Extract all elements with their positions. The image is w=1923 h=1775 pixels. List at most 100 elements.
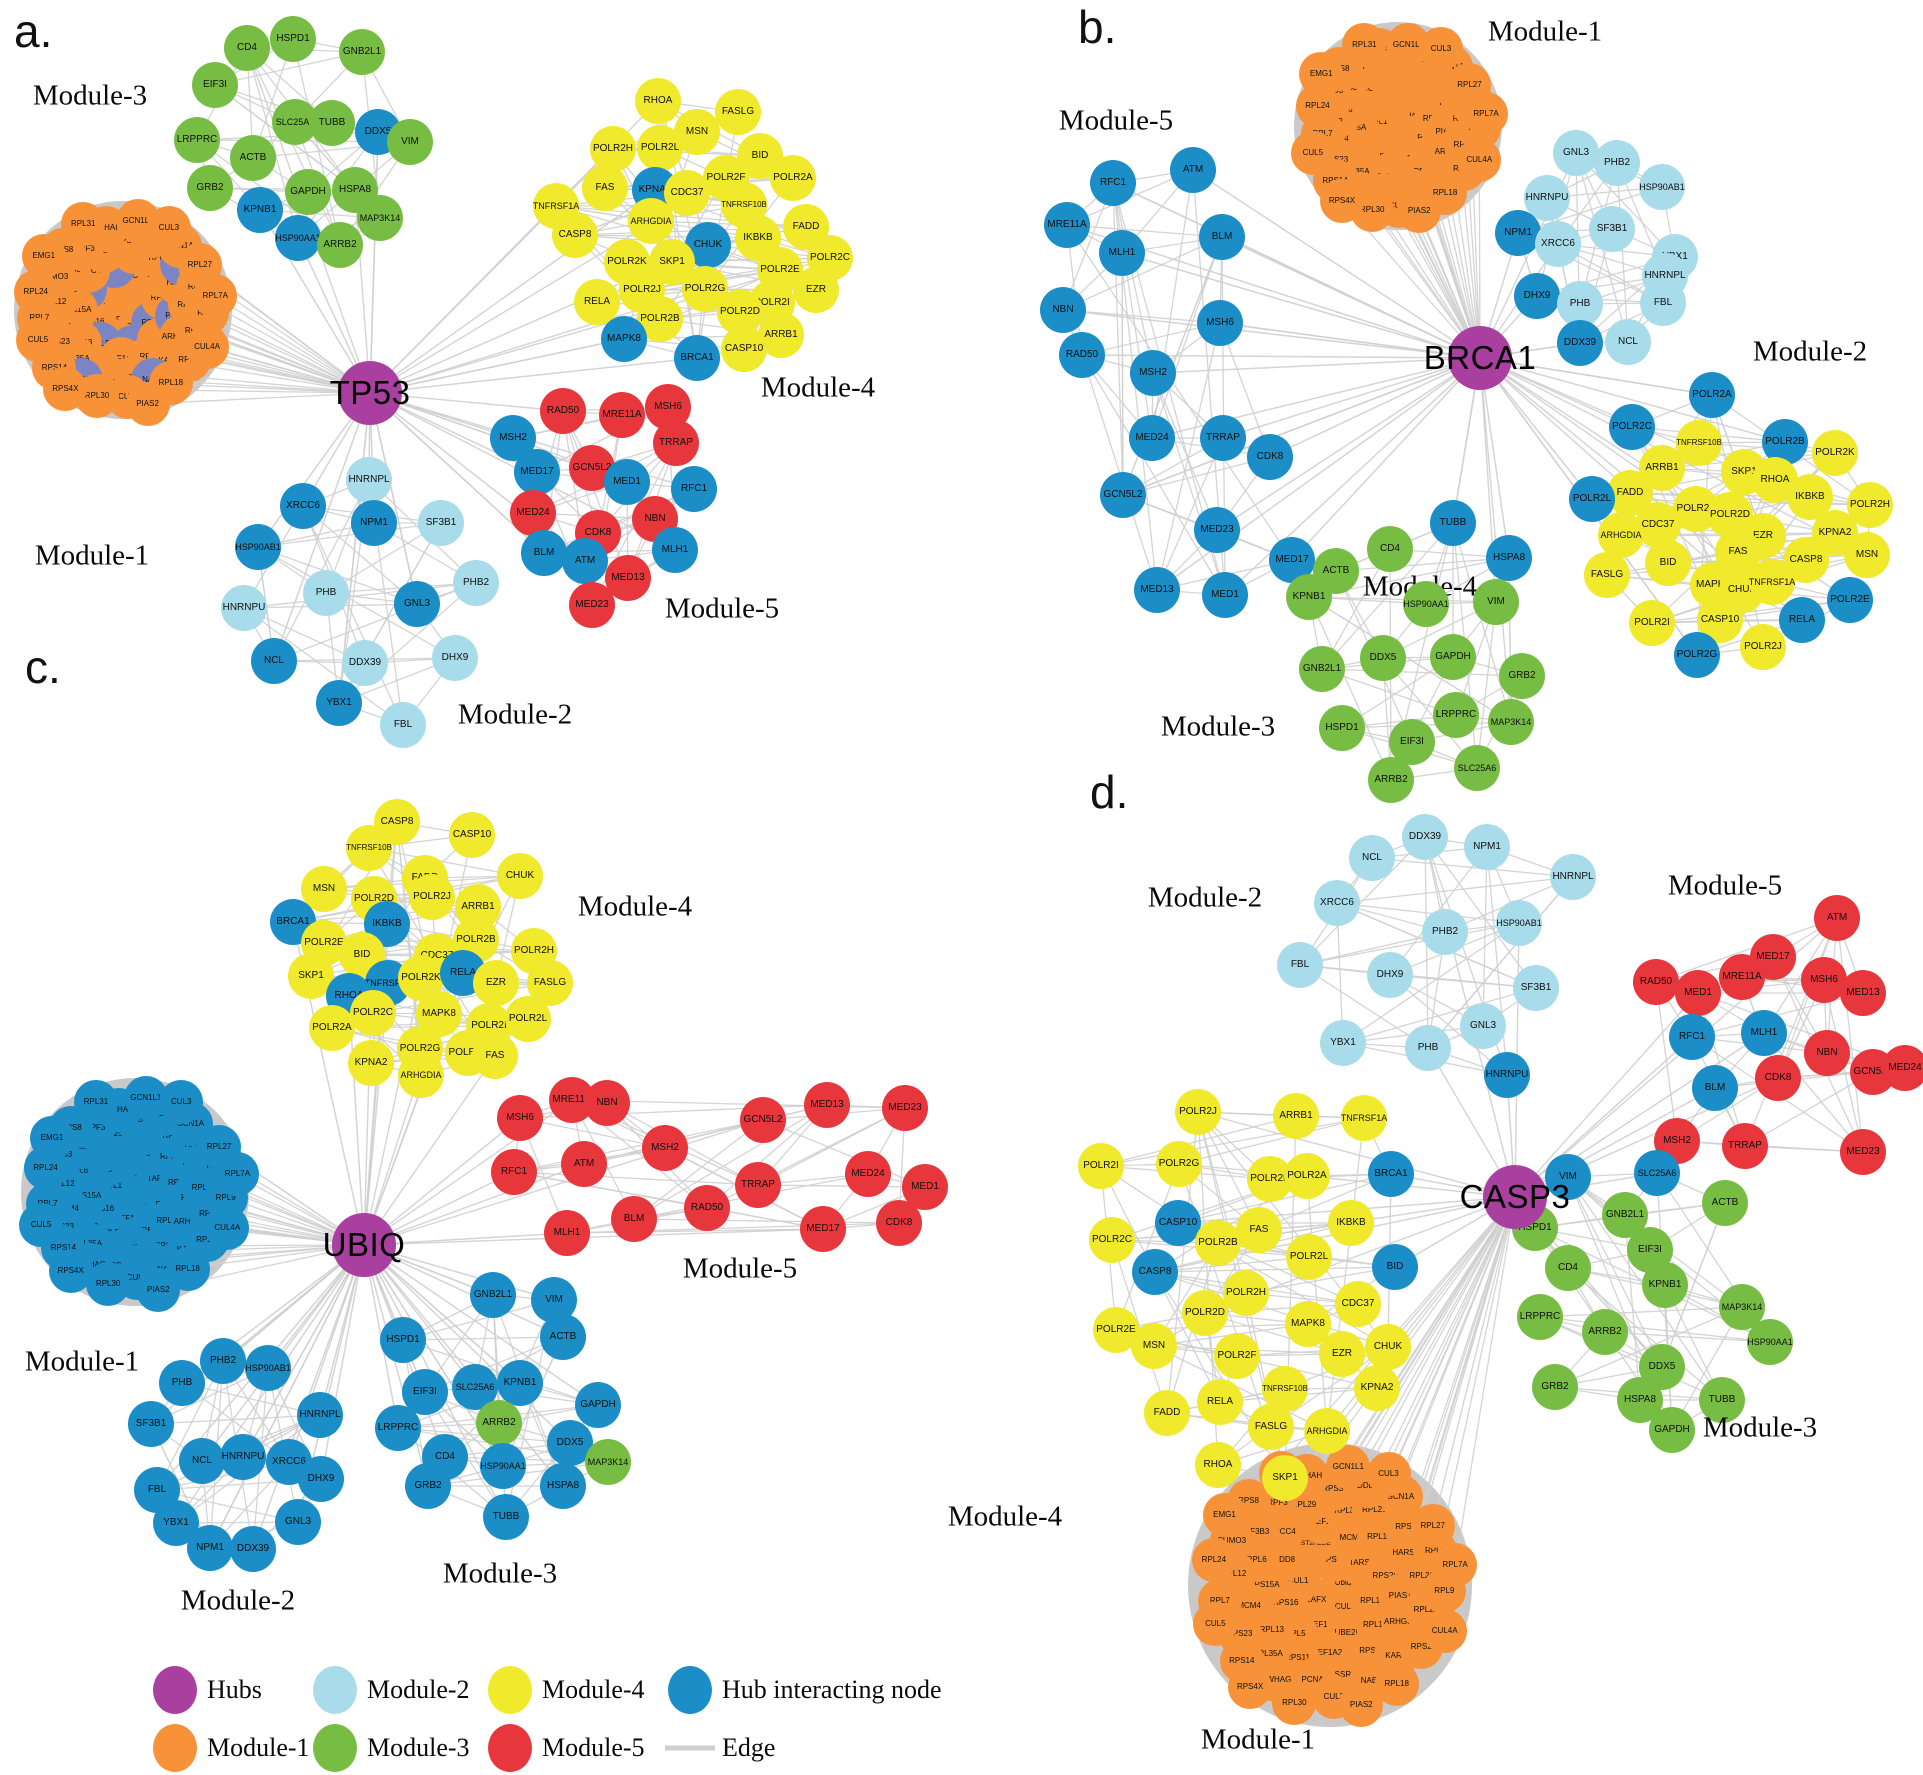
gene-node-phb2: PHB2 bbox=[1422, 909, 1468, 955]
module-label-a-module-2: Module-2 bbox=[457, 698, 573, 731]
gene-node-emg1: EMG1 bbox=[29, 1115, 74, 1160]
gene-node-arrb2: ARRB2 bbox=[1368, 757, 1414, 803]
gene-node-gcn5l2: GCN5L2 bbox=[1100, 472, 1146, 518]
gene-node-fadd: FADD bbox=[1144, 1390, 1190, 1436]
module-label-c-module-3: Module-3 bbox=[442, 1557, 558, 1590]
gene-node-ncl: NCL bbox=[1605, 319, 1651, 365]
gene-node-sf3b1: SF3B1 bbox=[1513, 965, 1559, 1011]
edge bbox=[1479, 357, 1743, 591]
gene-node-sf3b1: SF3B1 bbox=[418, 500, 464, 546]
module-label-c-module-5: Module-5 bbox=[682, 1252, 798, 1285]
edge bbox=[1224, 357, 1481, 596]
gene-node-rfc1: RFC1 bbox=[1090, 160, 1136, 206]
edge bbox=[513, 1119, 764, 1173]
hub-label-tp53: TP53 bbox=[329, 374, 411, 411]
gene-node-polr2c: POLR2C bbox=[350, 990, 396, 1036]
gene-node-arrb2: ARRB2 bbox=[317, 222, 363, 268]
legend-swatch-m1 bbox=[153, 1724, 197, 1772]
edge bbox=[214, 51, 363, 86]
edge bbox=[1299, 931, 1446, 966]
gene-node-hnrnpl: HNRNPL bbox=[297, 1392, 343, 1438]
gene-node-mlh1: MLH1 bbox=[544, 1210, 590, 1256]
edge bbox=[292, 38, 341, 246]
edge bbox=[536, 406, 669, 473]
edge bbox=[1152, 372, 1218, 531]
gene-node-polr2h: POLR2H bbox=[1223, 1270, 1269, 1316]
edge bbox=[147, 392, 371, 405]
gene-node-polr2a: POLR2A bbox=[1284, 1153, 1330, 1199]
edge bbox=[1308, 596, 1512, 723]
gene-node-gnl3: GNL3 bbox=[394, 581, 440, 627]
edge bbox=[1122, 456, 1271, 496]
gene-node-casp10: CASP10 bbox=[721, 326, 767, 372]
gene-node-fbl: FBL bbox=[380, 702, 426, 748]
gene-node-fas: FAS bbox=[582, 165, 628, 211]
legend-label-m1: Module-1 bbox=[207, 1733, 310, 1762]
gene-node-cul3: CUL3 bbox=[146, 205, 191, 250]
gene-node-cd4: CD4 bbox=[1545, 1245, 1591, 1291]
gene-node-lrpprc: LRPPRC bbox=[1517, 1294, 1563, 1340]
gene-node-polr2c: POLR2C bbox=[1609, 404, 1655, 450]
gene-node-med23: MED23 bbox=[1840, 1129, 1886, 1175]
gene-node-med13: MED13 bbox=[804, 1082, 850, 1128]
edge bbox=[363, 1244, 555, 1301]
gene-node-dhx9: DHX9 bbox=[1514, 273, 1560, 319]
gene-node-gnl3: GNL3 bbox=[275, 1499, 321, 1545]
gene-node-kpnb1: KPNB1 bbox=[1286, 574, 1332, 620]
gene-node-med13: MED13 bbox=[1134, 567, 1180, 613]
gene-node-brca1: BRCA1 bbox=[674, 335, 720, 381]
gene-node-polr2e: POLR2E bbox=[1827, 577, 1873, 623]
gene-node-bid: BID bbox=[1645, 540, 1691, 586]
gene-node-xrcc6: XRCC6 bbox=[280, 483, 326, 529]
gene-node-mapk8: MAPK8 bbox=[601, 316, 647, 362]
edge bbox=[1476, 601, 1497, 769]
gene-node-polr2l: POLR2L bbox=[505, 996, 551, 1042]
gene-node-cul4a: CUL4A bbox=[185, 325, 230, 370]
edge bbox=[1424, 836, 1537, 989]
module-label-c-module-4: Module-4 bbox=[577, 890, 693, 923]
gene-node-kpnb1: KPNB1 bbox=[237, 187, 283, 233]
edge bbox=[1777, 917, 1838, 1079]
edge bbox=[246, 47, 341, 246]
edge bbox=[1112, 182, 1153, 439]
edge bbox=[1122, 357, 1481, 496]
gene-node-msh2: MSH2 bbox=[642, 1125, 688, 1171]
gene-node-ddx39: DDX39 bbox=[342, 640, 388, 686]
module-label-d-module-2: Module-2 bbox=[1147, 881, 1263, 914]
legend-edge-swatch bbox=[665, 1745, 715, 1751]
gene-node-med17: MED17 bbox=[514, 449, 560, 495]
edge bbox=[363, 1228, 824, 1246]
gene-node-cdk8: CDK8 bbox=[1247, 434, 1293, 480]
gene-node-hsp90ab1: HSP90AB1 bbox=[245, 1345, 291, 1391]
gene-node-chuk: CHUK bbox=[497, 853, 543, 899]
gene-node-rps4x: RPS4X bbox=[1319, 179, 1364, 224]
gene-node-ybx1: YBX1 bbox=[1320, 1020, 1366, 1066]
edge bbox=[1479, 357, 1786, 443]
edge bbox=[257, 546, 456, 659]
edge bbox=[1744, 1071, 1874, 1147]
gene-node-blm: BLM bbox=[611, 1196, 657, 1242]
legend-label-m3: Module-3 bbox=[367, 1733, 470, 1762]
gene-node-pias2: PIAS2 bbox=[1339, 1683, 1384, 1728]
edge bbox=[156, 1489, 299, 1523]
gene-node-polr2b: POLR2B bbox=[1195, 1220, 1241, 1266]
edge bbox=[762, 1119, 926, 1188]
edge bbox=[1115, 1163, 1180, 1331]
edge bbox=[1204, 1303, 1359, 1314]
gene-node-grb2: GRB2 bbox=[405, 1463, 451, 1509]
gene-node-fas: FAS bbox=[472, 1033, 518, 1079]
gene-node-ezr: EZR bbox=[1319, 1331, 1365, 1377]
gene-node-cul5: CUL5 bbox=[1193, 1602, 1238, 1647]
module-label-b-module-2: Module-2 bbox=[1752, 335, 1868, 368]
gene-node-hnrnpl: HNRNPL bbox=[346, 457, 392, 503]
gene-node-polr2j: POLR2J bbox=[1740, 624, 1786, 670]
gene-node-rad50: RAD50 bbox=[684, 1185, 730, 1231]
gene-node-lrpprc: LRPPRC bbox=[375, 1405, 421, 1451]
edge bbox=[369, 131, 379, 394]
gene-node-msh2: MSH2 bbox=[1130, 350, 1176, 396]
edge bbox=[1616, 162, 1629, 343]
edge bbox=[369, 392, 418, 605]
legend-label-hub: Hubs bbox=[207, 1675, 262, 1704]
edge bbox=[1514, 992, 1699, 1198]
edge bbox=[363, 1244, 564, 1338]
